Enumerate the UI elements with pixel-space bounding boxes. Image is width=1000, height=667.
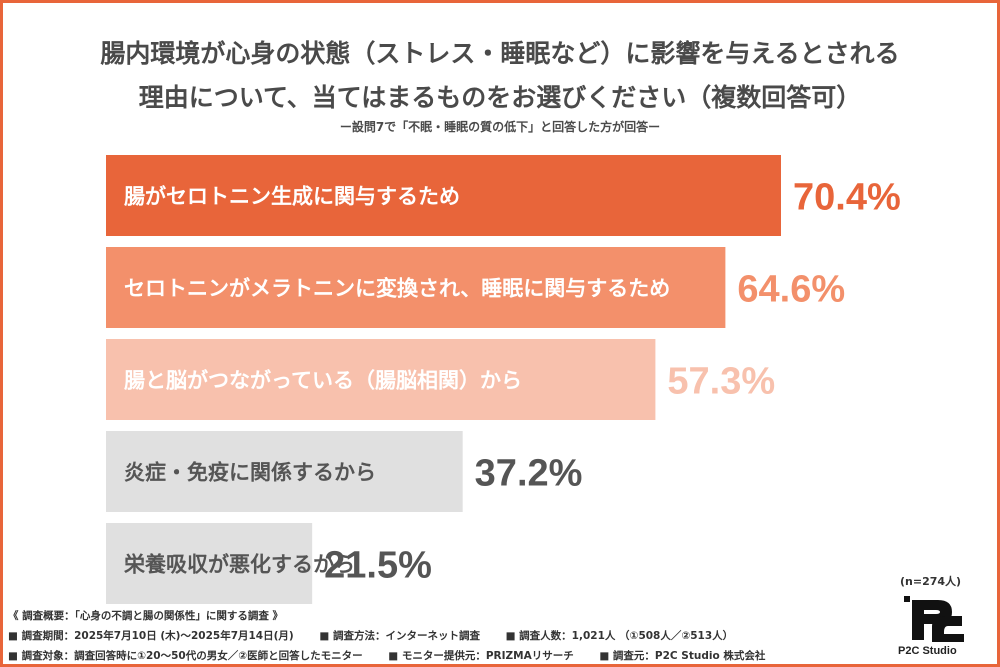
bar-value-3: 57.3% xyxy=(667,361,775,403)
bar-label-3: 腸と脳がつながっている（腸脳相関）から xyxy=(124,369,522,393)
footer-provider: ■ モニター提供元：PRIZMAリサーチ xyxy=(388,650,574,662)
footer-row-2: ■ 調査対象：調査回答時に①20〜50代の男女／②医師と回答したモニター ■ モ… xyxy=(8,646,787,666)
footer-count: ■ 調査人数：1,021人 （①508人／②513人） xyxy=(505,630,734,642)
bar-3 xyxy=(106,339,656,420)
p2c-logo-icon xyxy=(904,596,964,642)
bar-2 xyxy=(106,247,726,328)
title-line-1: 腸内環境が心身の状態（ストレス・睡眠など）に影響を与えるとされる xyxy=(100,39,900,68)
bar-4 xyxy=(106,431,463,512)
footer-heading: 《 調査概要：「心身の不調と腸の関係性」に関する調査 》 xyxy=(8,610,284,622)
footer-source: ■ 調査元：P2C Studio 株式会社 xyxy=(599,650,766,662)
chart-title: 腸内環境が心身の状態（ストレス・睡眠など）に影響を与えるとされる 理由について、… xyxy=(0,32,1000,120)
title-line-2: 理由について、当てはまるものをお選びください（複数回答可） xyxy=(138,83,862,112)
survey-footer: 《 調査概要：「心身の不調と腸の関係性」に関する調査 》 ■ 調査期間：2025… xyxy=(8,606,787,666)
chart-subtitle: ー設問7で「不眠・睡眠の質の低下」と回答した方が回答ー xyxy=(339,120,661,134)
sample-size-label: (n=274人) xyxy=(900,575,962,588)
bar-value-1: 70.4% xyxy=(793,177,901,219)
bar-value-5: 21.5% xyxy=(324,545,432,587)
bar-label-1: 腸がセロトニン生成に関与するため xyxy=(124,185,460,209)
bar-value-2: 64.6% xyxy=(737,269,845,311)
bar-value-4: 37.2% xyxy=(475,453,583,495)
bar-label-4: 炎症・免疫に関係するから xyxy=(124,461,376,485)
bar-5 xyxy=(106,523,313,604)
footer-row-1: ■ 調査期間：2025年7月10日 (木)〜2025年7月14日(月) ■ 調査… xyxy=(8,626,787,646)
footer-target: ■ 調査対象：調査回答時に①20〜50代の男女／②医師と回答したモニター xyxy=(8,650,363,662)
footer-method: ■ 調査方法：インターネット調査 xyxy=(319,630,480,642)
bar-label-5: 栄養吸収が悪化するから xyxy=(123,553,355,577)
bar-1 xyxy=(106,155,781,236)
logo-text: P2C Studio xyxy=(898,645,957,657)
footer-period: ■ 調査期間：2025年7月10日 (木)〜2025年7月14日(月) xyxy=(8,630,294,642)
bar-label-2: セロトニンがメラトニンに変換され、睡眠に関与するため xyxy=(124,277,670,301)
